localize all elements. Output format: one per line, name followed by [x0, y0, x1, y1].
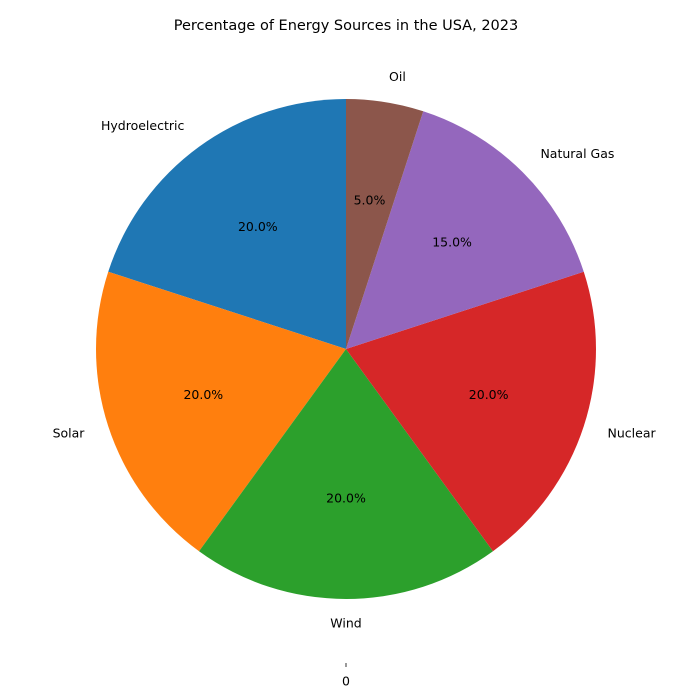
pie-slices — [96, 99, 596, 599]
pie-slice-hydroelectric — [108, 99, 347, 349]
slice-label-oil: Oil — [389, 69, 406, 84]
pct-label-oil: 5.0% — [354, 192, 386, 207]
pie-slice-solar — [96, 271, 346, 552]
percentage-labels: 20.0% 20.0% 20.0% 20.0% 15.0% 5.0% — [183, 192, 508, 505]
pie-slice-natural-gas — [346, 111, 584, 350]
pie-slice-wind — [199, 349, 493, 599]
pct-label-solar: 20.0% — [183, 387, 223, 402]
pct-label-wind: 20.0% — [326, 491, 366, 506]
x-axis: 0 — [342, 663, 350, 689]
pie-slice-nuclear — [346, 271, 596, 552]
pct-label-hydroelectric: 20.0% — [238, 219, 278, 234]
slice-label-natural-gas: Natural Gas — [540, 146, 614, 161]
slice-label-solar: Solar — [53, 425, 86, 440]
slice-label-nuclear: Nuclear — [608, 425, 657, 440]
slice-label-hydroelectric: Hydroelectric — [101, 118, 184, 133]
pct-label-nuclear: 20.0% — [469, 387, 509, 402]
pct-label-natural-gas: 15.0% — [432, 234, 472, 249]
x-tick-label: 0 — [342, 674, 350, 689]
pie-slice-oil — [346, 99, 424, 349]
slice-labels: Hydroelectric Solar Wind Nuclear Natural Gas… — [53, 69, 657, 631]
chart-title: Percentage of Energy Sources in the USA,… — [174, 18, 518, 34]
slice-label-wind: Wind — [330, 616, 361, 631]
